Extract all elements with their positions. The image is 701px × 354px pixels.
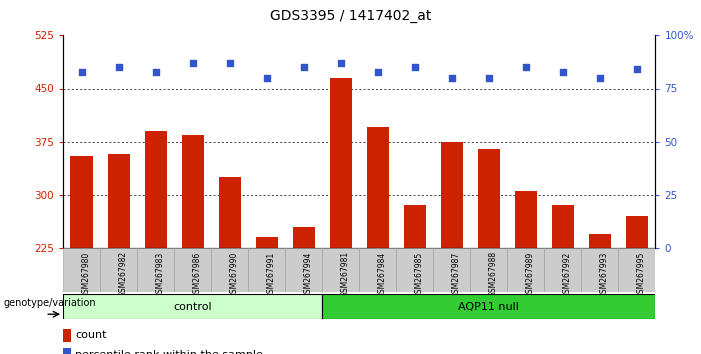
- Text: GSM267981: GSM267981: [341, 251, 350, 297]
- Bar: [292, 227, 315, 248]
- Bar: [174, 248, 211, 292]
- Point: [632, 67, 643, 72]
- Text: GSM267988: GSM267988: [489, 251, 498, 297]
- Text: GSM267990: GSM267990: [230, 251, 238, 298]
- Bar: [508, 248, 545, 292]
- Bar: [552, 205, 574, 248]
- Bar: [100, 248, 137, 292]
- Point: [261, 75, 272, 81]
- Point: [335, 60, 346, 66]
- Bar: [589, 234, 611, 248]
- Bar: [137, 248, 174, 292]
- Point: [224, 60, 236, 66]
- Text: control: control: [173, 302, 212, 312]
- Text: GSM267985: GSM267985: [415, 251, 424, 298]
- Bar: [545, 248, 581, 292]
- Bar: [396, 248, 433, 292]
- Bar: [329, 78, 352, 248]
- Text: AQP11 null: AQP11 null: [458, 302, 519, 312]
- Bar: [322, 294, 655, 319]
- Bar: [515, 191, 537, 248]
- Bar: [433, 248, 470, 292]
- Bar: [211, 248, 248, 292]
- Bar: [63, 329, 71, 342]
- Bar: [63, 294, 322, 319]
- Text: GSM267980: GSM267980: [81, 251, 90, 298]
- Point: [447, 75, 458, 81]
- Bar: [626, 216, 648, 248]
- Text: GSM267995: GSM267995: [637, 251, 646, 298]
- Bar: [182, 135, 204, 248]
- Bar: [441, 142, 463, 248]
- Bar: [470, 248, 508, 292]
- Text: GSM267984: GSM267984: [378, 251, 387, 298]
- Point: [594, 75, 606, 81]
- Bar: [477, 149, 500, 248]
- Text: GDS3395 / 1417402_at: GDS3395 / 1417402_at: [270, 9, 431, 23]
- Text: GSM267991: GSM267991: [266, 251, 275, 298]
- Bar: [322, 248, 359, 292]
- Point: [187, 60, 198, 66]
- Text: GSM267994: GSM267994: [304, 251, 313, 298]
- Text: genotype/variation: genotype/variation: [4, 298, 96, 308]
- Point: [557, 69, 569, 74]
- Text: count: count: [76, 330, 107, 340]
- Text: GSM267993: GSM267993: [600, 251, 609, 298]
- Point: [150, 69, 161, 74]
- Bar: [359, 248, 396, 292]
- Bar: [256, 237, 278, 248]
- Point: [409, 64, 421, 70]
- Bar: [367, 127, 389, 248]
- Bar: [404, 205, 426, 248]
- Text: GSM267992: GSM267992: [563, 251, 572, 298]
- Text: GSM267989: GSM267989: [526, 251, 535, 298]
- Bar: [107, 154, 130, 248]
- Point: [76, 69, 87, 74]
- Point: [520, 64, 531, 70]
- Bar: [581, 248, 618, 292]
- Text: GSM267987: GSM267987: [452, 251, 461, 298]
- Bar: [618, 248, 655, 292]
- Text: GSM267983: GSM267983: [156, 251, 165, 298]
- Bar: [144, 131, 167, 248]
- Bar: [285, 248, 322, 292]
- Point: [113, 64, 124, 70]
- Bar: [219, 177, 240, 248]
- Point: [483, 75, 494, 81]
- Text: percentile rank within the sample: percentile rank within the sample: [76, 350, 264, 354]
- Point: [298, 64, 309, 70]
- Bar: [63, 248, 100, 292]
- Bar: [248, 248, 285, 292]
- Bar: [71, 156, 93, 248]
- Bar: [63, 348, 71, 354]
- Point: [372, 69, 383, 74]
- Text: GSM267982: GSM267982: [118, 251, 128, 297]
- Text: GSM267986: GSM267986: [193, 251, 202, 298]
